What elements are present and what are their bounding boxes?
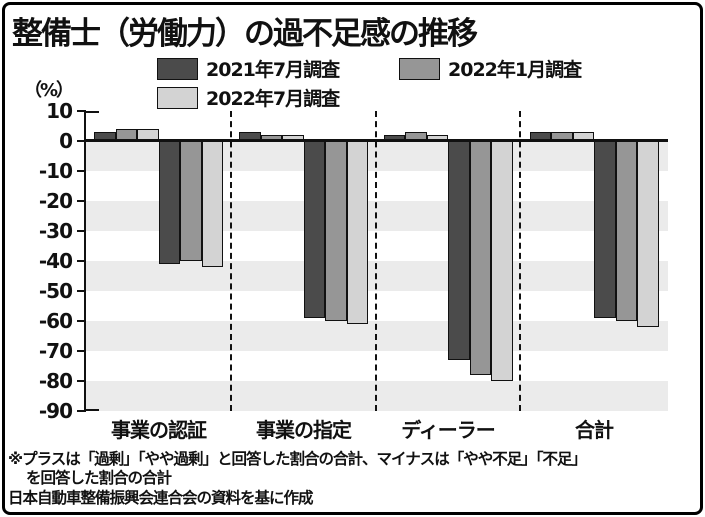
category-label: 事業の認証 — [111, 418, 207, 442]
group-separator-line — [375, 111, 377, 411]
bar-negative-series1 — [594, 141, 616, 318]
y-axis-tick — [77, 350, 86, 352]
y-axis-tick-label: -50 — [38, 279, 73, 303]
y-axis-tick-label: -90 — [38, 399, 73, 423]
y-axis-tick-label: -80 — [38, 369, 73, 393]
y-axis-tick-label: -10 — [38, 159, 73, 183]
bar-negative-series3 — [491, 141, 513, 381]
y-axis-tick — [77, 290, 86, 292]
background-band — [86, 381, 668, 411]
footnote-line-2: を回答した割合の合計 — [26, 469, 172, 487]
source-credit: 日本自動車整備振興会連合会の資料を基に作成 — [8, 489, 314, 507]
legend-swatch — [157, 57, 198, 80]
bar-negative-series2 — [469, 141, 491, 375]
group-separator-line — [519, 111, 521, 411]
zero-line — [85, 139, 668, 142]
legend-swatch — [399, 57, 440, 80]
bar-negative-series3 — [346, 141, 368, 324]
category-label: 合計 — [575, 418, 614, 442]
background-band — [86, 261, 668, 291]
bar-negative-series3 — [201, 141, 223, 267]
y-axis-tick-label: -40 — [38, 249, 73, 273]
category-label: ディーラー — [401, 418, 496, 442]
y-axis-tick — [77, 110, 86, 112]
y-axis-tick — [77, 200, 86, 202]
legend-item: 2021年7月調査 — [157, 55, 340, 82]
bar-negative-series3 — [637, 141, 659, 327]
y-axis-tick — [77, 320, 86, 322]
y-axis-tick-label: -70 — [38, 339, 73, 363]
y-axis-top-corner-tick — [86, 111, 99, 113]
chart-title: 整備士（労働力）の過不足感の推移 — [12, 16, 478, 52]
y-axis-tick-label: -20 — [38, 189, 73, 213]
y-axis-tick — [77, 380, 86, 382]
y-axis-tick — [77, 170, 86, 172]
bar-negative-series2 — [615, 141, 637, 321]
bar-negative-series1 — [158, 141, 180, 264]
bar-negative-series2 — [325, 141, 347, 321]
bar-negative-series1 — [448, 141, 470, 360]
y-axis-line — [84, 111, 86, 411]
y-axis-tick — [77, 260, 86, 262]
bar-negative-series2 — [180, 141, 202, 261]
legend-label: 2022年7月調査 — [206, 88, 340, 110]
y-axis-tick — [77, 410, 86, 412]
y-axis-tick-label: 10 — [46, 99, 73, 123]
y-axis-bottom-corner-tick — [86, 409, 99, 411]
legend-label: 2021年7月調査 — [206, 59, 340, 81]
group-separator-line — [230, 111, 232, 411]
y-axis-tick-label: -30 — [38, 219, 73, 243]
y-axis-unit-label: （%） — [24, 80, 74, 101]
y-axis-tick — [77, 140, 86, 142]
y-axis-tick — [77, 230, 86, 232]
category-label: 事業の指定 — [256, 418, 352, 442]
background-band — [86, 321, 668, 351]
y-axis-tick-label: 0 — [59, 129, 73, 153]
legend-swatch — [157, 86, 198, 109]
y-axis-tick-label: -60 — [38, 309, 73, 333]
legend-item: 2022年1月調査 — [399, 55, 582, 82]
footnote-line-1: ※プラスは「過剰」「やや過剰」と回答した割合の合計、マイナスは「やや不足」「不足… — [8, 450, 587, 468]
legend-label: 2022年1月調査 — [448, 59, 582, 81]
bar-negative-series1 — [303, 141, 325, 318]
legend-item: 2022年7月調査 — [157, 84, 340, 111]
